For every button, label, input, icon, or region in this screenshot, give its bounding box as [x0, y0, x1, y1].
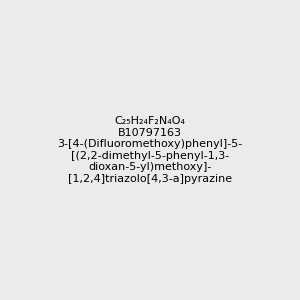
- Text: C₂₅H₂₄F₂N₄O₄
B10797163
3-[4-(Difluoromethoxy)phenyl]-5-
[(2,2-dimethyl-5-phenyl-: C₂₅H₂₄F₂N₄O₄ B10797163 3-[4-(Difluoromet…: [57, 116, 243, 184]
